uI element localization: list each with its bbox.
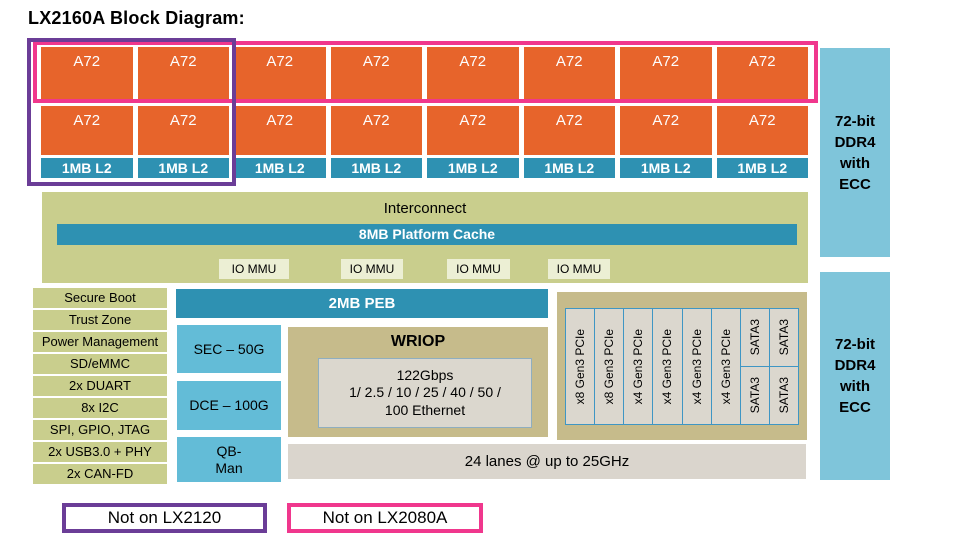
a72-core: A72	[234, 106, 326, 155]
serdes-lanes-bar: 24 lanes @ up to 25GHz	[288, 444, 806, 479]
core-column: A72 A72 1MB L2	[137, 47, 229, 178]
peripheral-item: Secure Boot	[33, 288, 167, 308]
l2-cache: 1MB L2	[523, 158, 615, 178]
core-column: A72 A72 1MB L2	[234, 47, 326, 178]
l2-cache: 1MB L2	[234, 158, 326, 178]
a72-core: A72	[620, 47, 712, 103]
l2-cache: 1MB L2	[41, 158, 133, 178]
l2-cache: 1MB L2	[427, 158, 519, 178]
a72-core: A72	[137, 47, 229, 103]
l2-cache: 1MB L2	[330, 158, 422, 178]
platform-cache-bar: 8MB Platform Cache	[57, 224, 797, 245]
cores-grid: A72 A72 1MB L2 A72 A72 1MB L2 A72 A72 1MB L2 A72 A…	[41, 47, 808, 178]
ddr-block: 72-bit DDR4 with ECC	[820, 272, 890, 480]
l2-cache: 1MB L2	[137, 158, 229, 178]
a72-core: A72	[523, 47, 615, 103]
io-mmu-block: IO MMU	[219, 259, 289, 279]
io-mmu-block: IO MMU	[548, 259, 610, 279]
core-column: A72 A72 1MB L2	[716, 47, 808, 178]
serdes-column-label: x4 Gen3 PCIe	[660, 328, 675, 405]
core-column: A72 A72 1MB L2	[330, 47, 422, 178]
l2-cache: 1MB L2	[620, 158, 712, 178]
page-title: LX2160A Block Diagram:	[28, 8, 245, 28]
serdes-split-cell: SATA3	[769, 309, 798, 367]
serdes-column: x4 Gen3 PCIe	[681, 309, 711, 424]
peripheral-item: 2x USB3.0 + PHY	[33, 442, 167, 462]
wriop-title: WRIOP	[390, 333, 446, 350]
serdes-cells: x8 Gen3 PCIe x8 Gen3 PCIe x4 Gen3 PCIe x4 G…	[565, 308, 799, 425]
serdes-split-cell: SATA3	[741, 367, 769, 424]
peripheral-item: 8x I2C	[33, 398, 167, 418]
serdes-column: x4 Gen3 PCIe	[623, 309, 652, 424]
io-mmu-block: IO MMU	[341, 259, 403, 279]
wriop-detail: 122Gbps 1/ 2.5 / 10 / 25 / 40 / 50 / 100…	[318, 358, 532, 428]
legend-lx2120: Not on LX2120	[62, 503, 267, 533]
a72-core: A72	[41, 47, 133, 103]
serdes-split-cell: SATA3	[770, 367, 798, 424]
serdes-column: SATA3 SATA3	[768, 309, 798, 424]
ddr-block: 72-bit DDR4 with ECC	[820, 48, 890, 257]
peb-block: 2MB PEB	[176, 289, 548, 318]
serdes-column: x8 Gen3 PCIe	[594, 309, 623, 424]
io-mmu-block: IO MMU	[447, 259, 510, 279]
serdes-column-label: x4 Gen3 PCIe	[689, 328, 704, 405]
wriop-block: WRIOP 122Gbps 1/ 2.5 / 10 / 25 / 40 / 50…	[288, 327, 548, 437]
a72-core: A72	[330, 47, 422, 103]
a72-core: A72	[234, 47, 326, 103]
serdes-column-label: SATA3	[776, 319, 791, 356]
legend-lx2080a: Not on LX2080A	[287, 503, 483, 533]
a72-core: A72	[137, 106, 229, 155]
serdes-column-label: SATA3	[747, 377, 762, 414]
serdes-column-label: SATA3	[747, 319, 762, 356]
a72-core: A72	[716, 106, 808, 155]
peripheral-item: Trust Zone	[33, 310, 167, 330]
a72-core: A72	[427, 106, 519, 155]
accelerator-block: SEC – 50G	[177, 325, 281, 373]
serdes-split-cell: SATA3	[740, 309, 769, 367]
legend-label: Not on LX2080A	[322, 508, 448, 527]
serdes-column-label: x8 Gen3 PCIe	[573, 328, 588, 405]
core-column: A72 A72 1MB L2	[41, 47, 133, 178]
accelerator-block: QB- Man	[177, 437, 281, 482]
a72-core: A72	[41, 106, 133, 155]
interconnect-block: Interconnect 8MB Platform Cache	[42, 192, 808, 283]
serdes-column-label: x4 Gen3 PCIe	[718, 328, 733, 405]
serdes-column: x4 Gen3 PCIe	[652, 309, 681, 424]
serdes-column: x8 Gen3 PCIe	[566, 309, 594, 424]
a72-core: A72	[523, 106, 615, 155]
a72-core: A72	[330, 106, 422, 155]
serdes-block: x8 Gen3 PCIe x8 Gen3 PCIe x4 Gen3 PCIe x4 G…	[557, 292, 807, 440]
peripheral-item: 2x DUART	[33, 376, 167, 396]
accelerator-block: DCE – 100G	[177, 381, 281, 430]
serdes-column-label: SATA3	[776, 377, 791, 414]
peripherals-sidebar: Secure Boot Trust Zone Power Management SD/…	[33, 288, 167, 486]
legend-label: Not on LX2120	[107, 508, 222, 527]
peripheral-item: Power Management	[33, 332, 167, 352]
core-column: A72 A72 1MB L2	[523, 47, 615, 178]
peripheral-item: 2x CAN-FD	[33, 464, 167, 484]
a72-core: A72	[427, 47, 519, 103]
a72-core: A72	[620, 106, 712, 155]
a72-core: A72	[716, 47, 808, 103]
l2-cache: 1MB L2	[716, 158, 808, 178]
serdes-column-label: x4 Gen3 PCIe	[631, 328, 646, 405]
serdes-column: x4 Gen3 PCIe	[710, 309, 740, 424]
peripheral-item: SPI, GPIO, JTAG	[33, 420, 167, 440]
interconnect-label: Interconnect	[383, 200, 467, 217]
peripheral-item: SD/eMMC	[33, 354, 167, 374]
serdes-column: SATA3 SATA3	[739, 309, 769, 424]
serdes-column-label: x8 Gen3 PCIe	[602, 328, 617, 405]
core-column: A72 A72 1MB L2	[620, 47, 712, 178]
core-column: A72 A72 1MB L2	[427, 47, 519, 178]
